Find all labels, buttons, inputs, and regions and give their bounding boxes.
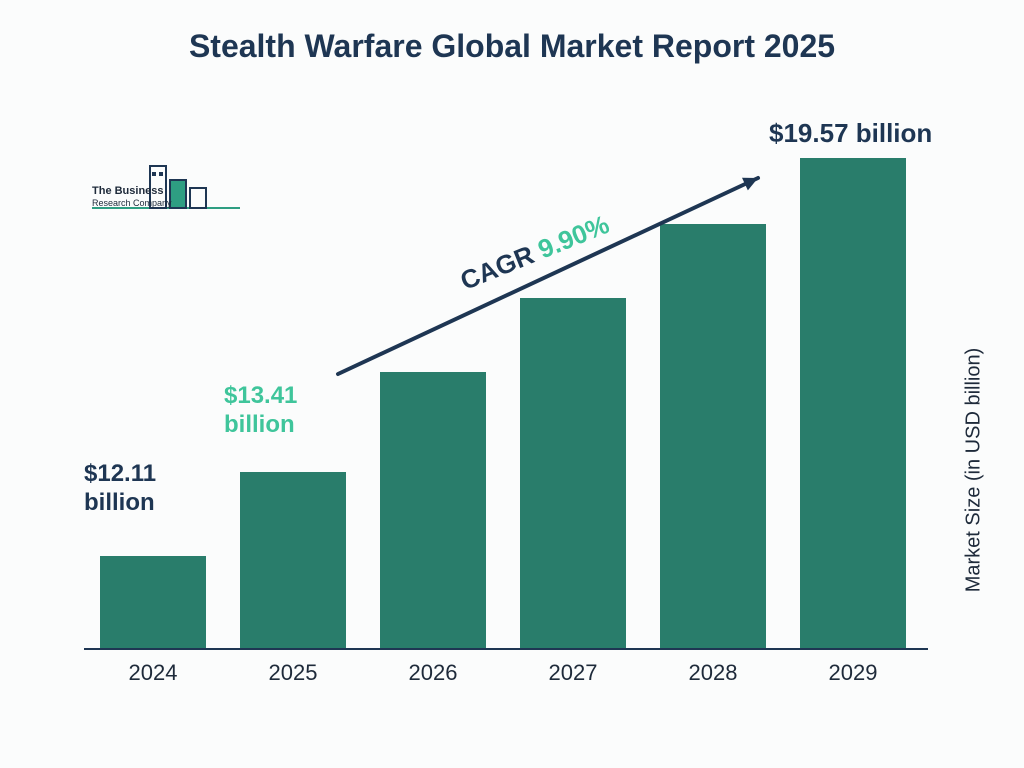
page: Stealth Warfare Global Market Report 202…	[0, 0, 1024, 768]
y-axis-label: Market Size (in USD billion)	[963, 348, 986, 593]
cagr-arrow-icon	[0, 0, 1024, 768]
